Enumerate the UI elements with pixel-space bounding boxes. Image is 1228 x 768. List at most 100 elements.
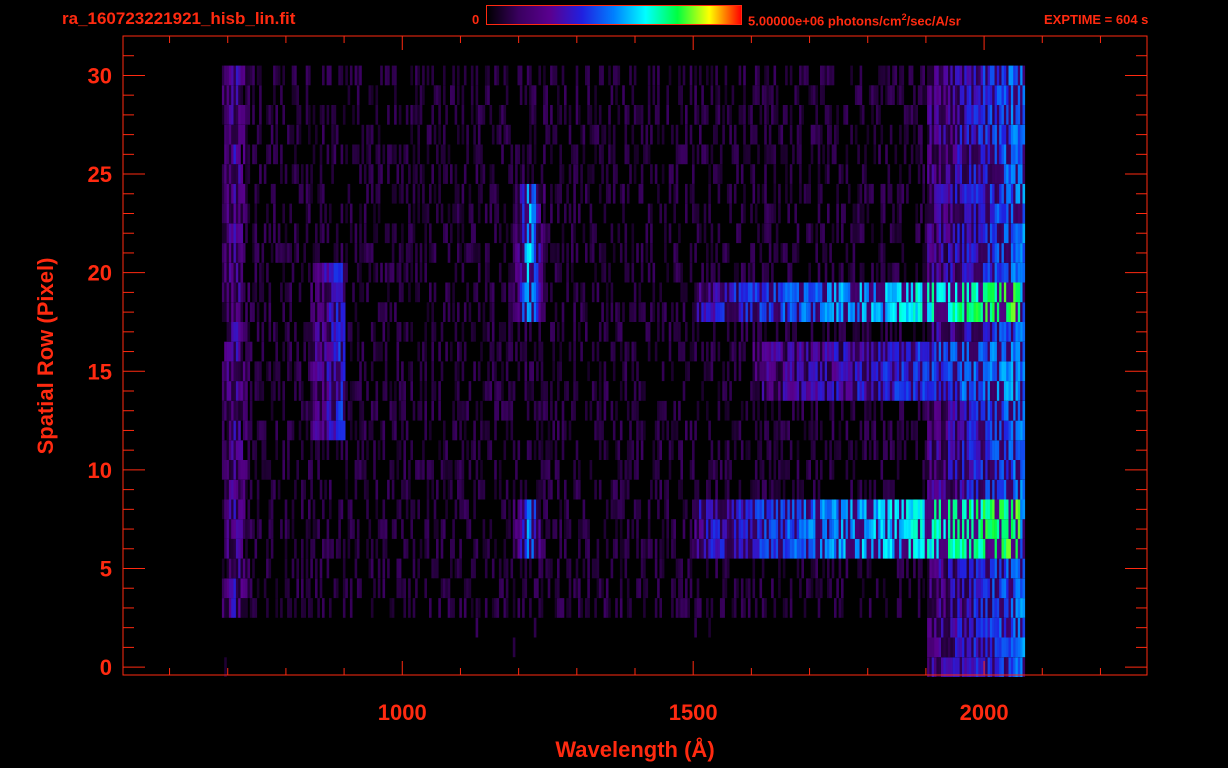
heatmap-cell bbox=[871, 519, 874, 539]
heatmap-cell bbox=[938, 578, 942, 599]
heatmap-cell bbox=[871, 183, 874, 204]
heatmap-cell bbox=[994, 400, 998, 421]
heatmap-cell bbox=[920, 144, 923, 165]
heatmap-cell bbox=[382, 144, 386, 165]
heatmap-cell bbox=[794, 538, 797, 559]
heatmap-cell bbox=[319, 558, 323, 579]
heatmap-cell bbox=[759, 440, 763, 460]
heatmap-cell bbox=[959, 164, 963, 184]
heatmap-cell bbox=[969, 322, 972, 342]
heatmap-cell bbox=[852, 203, 856, 224]
heatmap-cell bbox=[780, 420, 784, 441]
heatmap-cell bbox=[864, 302, 867, 322]
heatmap-cell bbox=[438, 105, 441, 125]
heatmap-cell bbox=[992, 440, 995, 460]
heatmap-cell bbox=[231, 499, 234, 520]
heatmap-cell bbox=[882, 341, 886, 362]
heatmap-cell bbox=[717, 440, 721, 460]
heatmap-cell bbox=[915, 538, 918, 559]
heatmap-cell bbox=[287, 440, 290, 460]
heatmap-cell bbox=[813, 558, 816, 579]
heatmap-cell bbox=[582, 124, 586, 145]
heatmap-cell bbox=[975, 183, 979, 204]
heatmap-cell bbox=[841, 223, 844, 244]
heatmap-cell bbox=[1001, 203, 1005, 224]
heatmap-cell bbox=[543, 85, 546, 105]
heatmap-cell bbox=[245, 460, 248, 480]
heatmap-cell bbox=[231, 519, 234, 539]
heatmap-cell bbox=[692, 144, 695, 165]
heatmap-cell bbox=[978, 124, 981, 145]
heatmap-cell bbox=[957, 105, 960, 125]
colorbar bbox=[486, 5, 742, 25]
heatmap-cell bbox=[975, 223, 979, 244]
heatmap-cell bbox=[294, 243, 297, 263]
heatmap-cell bbox=[752, 243, 756, 263]
heatmap-cell bbox=[982, 223, 986, 244]
heatmap-cell bbox=[866, 361, 870, 382]
heatmap-cell bbox=[982, 341, 986, 362]
heatmap-cell bbox=[719, 144, 723, 165]
heatmap-cell bbox=[731, 282, 735, 303]
heatmap-cell bbox=[221, 85, 225, 105]
heatmap-cell bbox=[335, 302, 339, 322]
heatmap-cell bbox=[982, 124, 986, 145]
heatmap-cell bbox=[806, 302, 809, 322]
heatmap-cell bbox=[985, 341, 988, 362]
heatmap-cell bbox=[287, 243, 290, 263]
heatmap-cell bbox=[459, 420, 462, 441]
heatmap-cell bbox=[512, 499, 516, 520]
heatmap-cell bbox=[799, 538, 802, 559]
heatmap-cell bbox=[640, 164, 644, 184]
heatmap-cell bbox=[529, 598, 532, 618]
heatmap-cell bbox=[906, 124, 909, 145]
heatmap-cell bbox=[971, 381, 974, 401]
heatmap-cell bbox=[598, 322, 602, 342]
heatmap-cell bbox=[894, 499, 898, 520]
heatmap-cell bbox=[722, 598, 725, 618]
heatmap-cell bbox=[801, 558, 804, 579]
heatmap-cell bbox=[906, 499, 909, 520]
heatmap-cell bbox=[987, 578, 991, 599]
heatmap-cell bbox=[929, 341, 932, 362]
heatmap-cell bbox=[224, 183, 227, 204]
heatmap-cell bbox=[345, 262, 348, 283]
heatmap-cell bbox=[927, 183, 930, 204]
heatmap-cell bbox=[941, 105, 944, 125]
heatmap-cell bbox=[480, 341, 483, 362]
heatmap-cell bbox=[824, 105, 828, 125]
heatmap-cell bbox=[326, 341, 330, 362]
heatmap-cell bbox=[771, 479, 774, 500]
heatmap-cell bbox=[533, 203, 537, 224]
heatmap-cell bbox=[242, 282, 246, 303]
heatmap-cell bbox=[985, 440, 988, 460]
heatmap-cell bbox=[861, 578, 865, 599]
heatmap-cell bbox=[226, 578, 230, 599]
heatmap-cell bbox=[817, 144, 821, 165]
heatmap-cell bbox=[682, 341, 686, 362]
heatmap-cell bbox=[242, 183, 246, 204]
heatmap-cell bbox=[861, 322, 865, 342]
heatmap-cell bbox=[280, 282, 283, 303]
heatmap-cell bbox=[980, 183, 984, 204]
heatmap-cell bbox=[924, 262, 928, 283]
heatmap-cell bbox=[640, 302, 644, 322]
heatmap-cell bbox=[975, 637, 979, 658]
heatmap-cell bbox=[827, 302, 830, 322]
heatmap-cell bbox=[743, 341, 746, 362]
heatmap-cell bbox=[1003, 223, 1007, 244]
heatmap-cell bbox=[878, 105, 881, 125]
heatmap-cell bbox=[461, 105, 465, 125]
heatmap-cell bbox=[247, 341, 251, 362]
heatmap-cell bbox=[235, 282, 239, 303]
heatmap-cell bbox=[301, 183, 304, 204]
heatmap-cell bbox=[240, 85, 244, 105]
heatmap-cell bbox=[289, 361, 292, 382]
heatmap-cell bbox=[1022, 105, 1026, 125]
heatmap-cell bbox=[943, 637, 946, 658]
heatmap-cell bbox=[545, 282, 548, 303]
heatmap-cell bbox=[759, 499, 763, 520]
heatmap-cell bbox=[531, 203, 534, 224]
heatmap-cell bbox=[1010, 598, 1014, 618]
heatmap-cell bbox=[952, 440, 956, 460]
